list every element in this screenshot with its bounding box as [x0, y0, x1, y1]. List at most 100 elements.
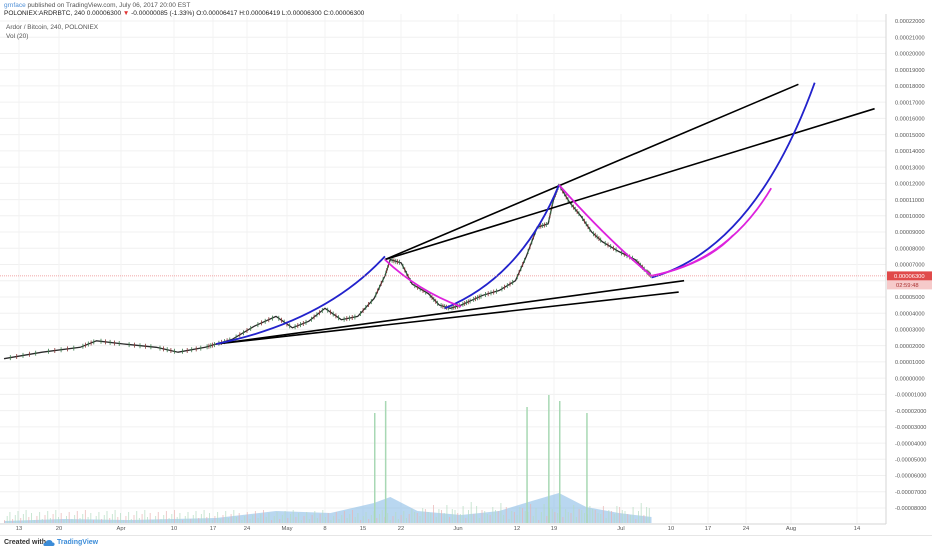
volume-bar: [14, 515, 16, 523]
volume-bar: [611, 511, 612, 523]
close-value: C:0.00006300: [323, 10, 365, 17]
y-tick-label: 0.00019000: [895, 68, 925, 74]
x-tick-label: 17: [210, 526, 216, 532]
volume-bar: [343, 511, 345, 523]
volume-bar: [52, 514, 54, 523]
y-tick-label: 0.00007000: [895, 263, 925, 269]
x-tick-label: 24: [743, 526, 750, 532]
price-chart[interactable]: 0.00022000 0.00021000 0.00020000 0.00019000…: [0, 0, 932, 535]
volume-bar: [638, 511, 639, 523]
y-tick-label: 0.00009000: [895, 230, 925, 236]
y-tick-label: 0.00010000: [895, 214, 925, 220]
volume-bar: [540, 512, 542, 523]
x-tick-label: 10: [171, 526, 177, 532]
volume-bar: [567, 512, 569, 523]
volume-bar: [468, 510, 469, 523]
volume-bar: [58, 517, 59, 523]
volume-bar: [55, 510, 57, 523]
volume-bar: [319, 514, 321, 523]
volume-bar: [589, 506, 591, 523]
volume-bar: [349, 514, 351, 523]
volume-bar: [438, 509, 440, 523]
volume-bar: [395, 512, 397, 523]
volume-bar: [621, 510, 623, 523]
price-change: -0.00000085 (-1.33%): [131, 10, 195, 17]
volume-bar: [495, 510, 496, 523]
volume-bar: [82, 514, 84, 523]
blue-curve: [216, 255, 386, 345]
symbol-label: POLONIEX:ARDRBTC, 240: [4, 10, 85, 17]
volume-bar: [584, 513, 585, 523]
volume-spike: [384, 401, 387, 523]
volume-bar: [311, 515, 313, 523]
volume-bar: [335, 512, 337, 523]
volume-bar: [98, 512, 100, 523]
volume-legend[interactable]: Vol (20): [6, 33, 29, 40]
volume-bar: [160, 519, 162, 523]
volume-bar: [176, 517, 178, 523]
volume-bar: [473, 514, 475, 523]
volume-bar: [147, 517, 148, 523]
volume-bar: [171, 514, 173, 523]
countdown-label: 02:59:48: [896, 283, 919, 289]
volume-bar: [449, 517, 451, 523]
author-name[interactable]: grnface: [4, 2, 26, 9]
y-tick-label: -0.00004000: [895, 441, 926, 447]
blue-curve: [651, 82, 816, 279]
x-tick-label: 15: [360, 526, 366, 532]
last-price-marker: 0.00006300 02:59:48: [0, 271, 932, 290]
volume-bar: [565, 509, 567, 523]
volume-bar: [109, 518, 111, 523]
volume-bar: [330, 520, 332, 523]
volume-histogram: [4, 395, 652, 523]
volume-bar: [298, 513, 300, 523]
y-tick-label: 0.00015000: [895, 133, 925, 139]
countdown-badge: [887, 280, 932, 290]
volume-bar: [66, 516, 67, 523]
volume-bar: [441, 510, 442, 523]
volume-bar: [575, 517, 577, 523]
volume-bar: [352, 510, 353, 523]
y-tick-label: 0.00011000: [895, 198, 924, 204]
volume-bar: [74, 515, 76, 523]
cloud-icon: [43, 540, 55, 546]
volume-bar: [179, 513, 181, 523]
volume-bar: [128, 512, 130, 523]
y-tick-label: 0.00002000: [895, 344, 925, 350]
volume-bar: [71, 519, 73, 523]
volume-bar: [416, 513, 418, 523]
volume-bar: [535, 508, 537, 523]
volume-bar: [238, 513, 240, 523]
volume-bar: [624, 511, 626, 523]
volume-bar: [211, 520, 213, 523]
volume-bar: [341, 515, 343, 523]
volume-bar: [233, 510, 235, 523]
magenta-curve: [384, 258, 462, 308]
volume-bar: [554, 512, 556, 523]
volume-bar: [260, 514, 262, 523]
volume-bar: [481, 510, 483, 523]
volume-bar: [308, 519, 310, 523]
volume-bar: [454, 510, 456, 523]
volume-bar: [39, 512, 41, 523]
tradingview-brand[interactable]: TradingView: [57, 539, 99, 546]
volume-bar: [325, 517, 326, 523]
y-tick-label: 0.00001000: [895, 360, 925, 366]
volume-spike: [526, 407, 528, 523]
volume-bar: [279, 519, 281, 523]
x-tick-label: May: [282, 526, 293, 532]
volume-bar: [252, 515, 254, 523]
volume-bar: [592, 509, 594, 523]
volume-bar: [306, 512, 308, 523]
volume-bar: [635, 519, 637, 523]
volume-bar: [327, 513, 329, 523]
series-legend[interactable]: Ardor / Bitcoin, 240, POLONIEX: [6, 24, 99, 31]
volume-bar: [4, 520, 5, 523]
volume-bar: [144, 510, 146, 523]
volume-bar: [605, 518, 607, 523]
volume-bar: [295, 517, 297, 523]
volume-bar: [63, 520, 65, 523]
volume-bar: [443, 513, 445, 523]
volume-bar: [273, 516, 275, 523]
volume-bar: [206, 517, 208, 523]
